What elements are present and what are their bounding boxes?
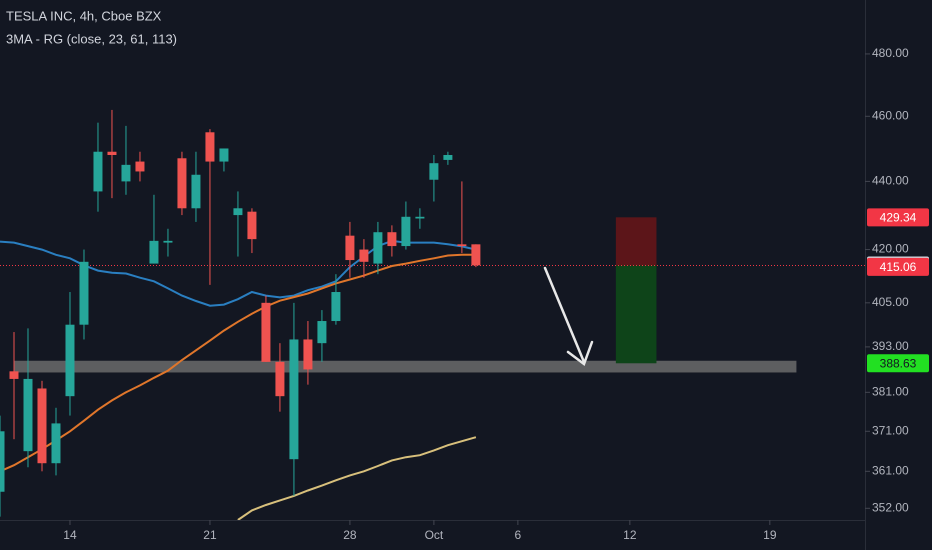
y-tick-label: 460.00 xyxy=(872,108,909,122)
candle-body xyxy=(401,216,411,247)
price-badge xyxy=(867,257,929,276)
candle-body xyxy=(219,148,229,162)
candle-body xyxy=(51,423,61,464)
candle-body xyxy=(177,158,187,209)
plot-area xyxy=(0,109,865,521)
candle-body xyxy=(317,321,327,344)
candle-body xyxy=(387,232,397,247)
x-tick-label: 21 xyxy=(203,528,217,542)
y-tick-label: 440.00 xyxy=(872,174,909,188)
candle-body xyxy=(191,174,201,209)
price-badge-label: 415.06 xyxy=(880,260,917,274)
y-tick-label: 371.00 xyxy=(872,423,909,437)
chart-title: TESLA INC, 4h, Cboe BZX xyxy=(6,8,162,23)
x-tick-label: 12 xyxy=(623,528,637,542)
candle-body xyxy=(359,249,369,262)
candle-body xyxy=(233,208,243,216)
y-tick-label: 393.00 xyxy=(872,339,909,353)
moving-average xyxy=(0,253,476,473)
x-tick-label: 19 xyxy=(763,528,777,542)
stop-zone xyxy=(615,217,657,266)
arrow xyxy=(543,266,594,367)
candle-body xyxy=(373,232,383,264)
candle-body xyxy=(65,324,75,397)
candle-body xyxy=(443,155,453,160)
candle-body xyxy=(289,339,299,460)
candle-body xyxy=(471,244,481,266)
candle-body xyxy=(457,244,467,247)
moving-average xyxy=(0,239,477,307)
candle-body xyxy=(9,371,19,379)
y-tick-label: 405.00 xyxy=(872,295,909,309)
candle-body xyxy=(121,164,131,182)
candle-body xyxy=(107,151,117,156)
candle-body xyxy=(415,216,425,219)
x-tick-label: 6 xyxy=(515,528,522,542)
y-tick-label: 480.00 xyxy=(872,46,909,60)
candle-body xyxy=(93,151,103,192)
support-zone xyxy=(13,360,797,373)
x-tick-label: 14 xyxy=(63,528,77,542)
moving-average xyxy=(237,436,477,521)
y-tick-label: 361.00 xyxy=(872,463,909,477)
price-badge-label: 429.34 xyxy=(880,211,917,225)
target-zone xyxy=(615,265,657,364)
x-tick-label: 28 xyxy=(343,528,357,542)
candle-body xyxy=(345,235,355,261)
candle-body xyxy=(205,132,215,162)
price-badge xyxy=(867,208,929,227)
candle-body xyxy=(23,378,33,452)
candle-body xyxy=(149,240,159,264)
indicator-label: 3MA - RG (close, 23, 61, 113) xyxy=(6,31,177,46)
price-badge-label: 388.63 xyxy=(880,356,917,370)
candle-body xyxy=(247,211,257,240)
y-tick-label: 352.00 xyxy=(872,500,909,514)
candle-body xyxy=(275,361,285,397)
y-tick-label: 381.00 xyxy=(872,384,909,398)
candle-body xyxy=(135,161,145,172)
candle-body xyxy=(79,261,89,325)
candle-body xyxy=(331,292,341,322)
candle-body xyxy=(0,431,5,492)
candle-body xyxy=(163,240,173,243)
price-badge xyxy=(867,354,929,373)
candle-body xyxy=(303,339,313,370)
x-tick-label: Oct xyxy=(425,528,444,542)
candle-body xyxy=(429,163,439,180)
y-tick-label: 420.00 xyxy=(872,242,909,256)
candle-body xyxy=(37,388,47,464)
candle-body xyxy=(261,302,271,362)
